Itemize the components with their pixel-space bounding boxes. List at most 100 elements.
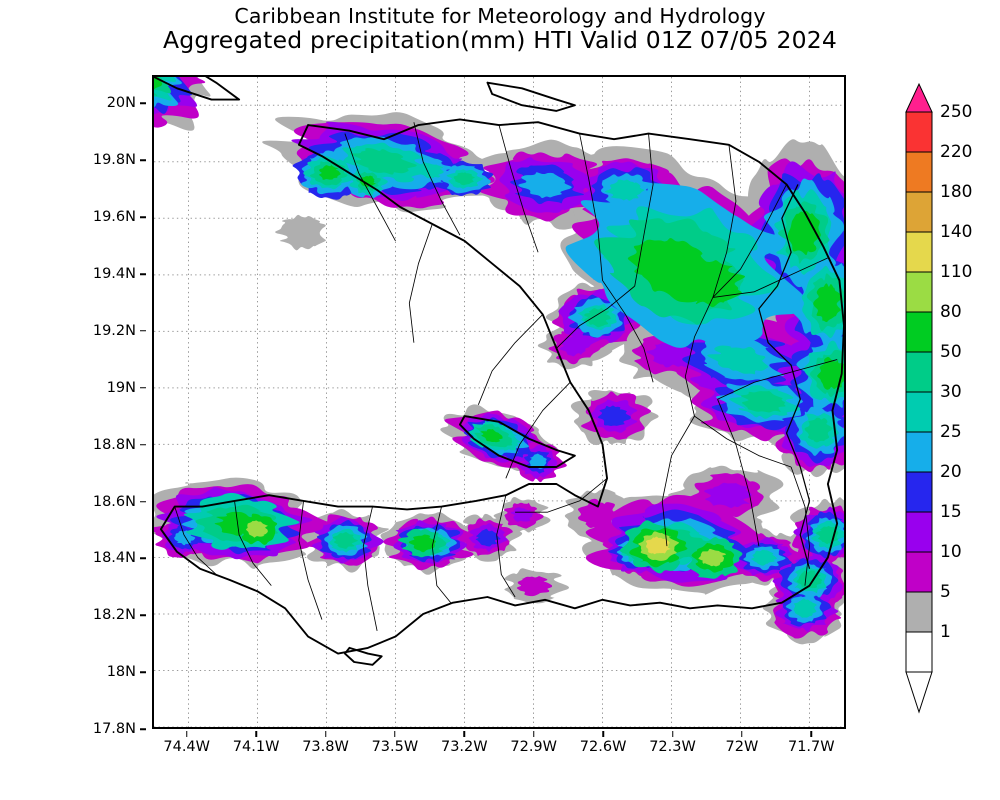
- admin-boundary: [174, 506, 217, 575]
- y-axis-tick-label: 19.4N: [92, 266, 136, 283]
- x-axis-tick-mark: [810, 731, 813, 737]
- admin-boundary: [362, 506, 378, 631]
- x-axis-tick-mark: [324, 731, 327, 737]
- x-axis-tick-mark: [255, 731, 257, 737]
- colorbar-tick-label: 20: [940, 462, 962, 482]
- page-title: Aggregated precipitation(mm) HTI Valid 0…: [162, 25, 838, 54]
- precip-contour-band: [332, 532, 359, 549]
- y-axis-tick-label: 19.6N: [92, 209, 136, 226]
- colorbar-band: [905, 111, 933, 153]
- admin-boundary: [505, 381, 571, 479]
- colorbar-under-arrow: [905, 671, 933, 714]
- admin-boundary: [234, 500, 272, 586]
- precip-contour-band: [319, 164, 341, 180]
- x-axis-tick-label: 71.7W: [787, 739, 835, 755]
- colorbar-band: [905, 591, 933, 633]
- precip-contour-band: [793, 598, 817, 618]
- y-axis-tick-mark: [140, 443, 146, 446]
- admin-boundary: [408, 223, 433, 343]
- precip-contour-band: [787, 210, 821, 256]
- y-axis-tick-label: 18.8N: [92, 436, 136, 453]
- x-axis-tick-label: 73.8W: [302, 739, 349, 755]
- chart-subtitle: Caribbean Institute for Meteorology and …: [234, 4, 766, 28]
- precip-contour-band: [510, 507, 534, 522]
- x-axis-longitude: 74.4W 74.1W 73.8W 73.5W 73.2W 72.9W 72.6W 72.3W…: [152, 731, 846, 761]
- admin-boundary: [634, 133, 654, 287]
- y-axis-latitude: 20N 19.8N 19.6N 19.4N 19.2N 19N 18.8N 18.6N 18.4…: [60, 75, 146, 737]
- precip-contour-band: [349, 147, 417, 175]
- precip-contour-band: [480, 428, 503, 443]
- admin-boundary: [298, 500, 323, 620]
- precip-contour-band: [645, 536, 671, 555]
- x-axis-tick-mark: [532, 731, 535, 737]
- y-axis-tick-label: 18.6N: [92, 493, 136, 510]
- colorbar-band: [905, 351, 933, 393]
- colorbar-band: [905, 311, 933, 353]
- precip-contour-band: [453, 172, 475, 186]
- admin-boundary: [556, 285, 635, 349]
- y-axis-tick-mark: [140, 159, 146, 162]
- admin-boundary: [684, 297, 714, 417]
- y-axis-tick-mark: [140, 614, 146, 616]
- precip-contour-band: [275, 214, 326, 251]
- y-axis-tick-mark: [140, 216, 146, 218]
- precip-contour-band: [740, 391, 786, 413]
- x-axis-tick-mark: [671, 731, 674, 737]
- colorbar-band: [905, 271, 933, 313]
- admin-boundary: [790, 466, 810, 586]
- colorbar-tick-label: 250: [940, 102, 973, 122]
- colorbar-band: [905, 631, 933, 673]
- y-axis-tick-mark: [140, 728, 146, 730]
- international-border: [758, 184, 811, 569]
- ile-a-vache-coastline: [343, 646, 383, 666]
- colorbar-band: [905, 231, 933, 273]
- y-axis-tick-label: 18.2N: [92, 607, 136, 624]
- y-axis-tick-mark: [140, 671, 146, 673]
- colorbar-tick-label: 5: [940, 582, 951, 602]
- precip-contour-band: [707, 345, 769, 375]
- x-axis-tick-label: 74.1W: [232, 739, 280, 755]
- y-axis-tick-label: 20N: [106, 95, 136, 112]
- colorbar-band: [905, 431, 933, 473]
- x-axis-tick-label: 72.9W: [510, 739, 557, 755]
- x-axis-tick-mark: [741, 731, 743, 737]
- colorbar-tick-label: 80: [940, 302, 962, 322]
- admin-boundary: [717, 359, 838, 400]
- cuba-coastline: [154, 77, 241, 101]
- admin-boundary: [712, 184, 787, 298]
- precipitation-map-svg: [154, 77, 844, 727]
- admin-boundary: [717, 399, 760, 547]
- x-axis-tick-label: 72.3W: [649, 739, 696, 755]
- y-axis-tick-label: 18N: [106, 664, 136, 681]
- colorbar-swatches: [905, 82, 933, 714]
- colorbar-tick-label: 110: [940, 262, 973, 282]
- gonave-island-coastline: [458, 415, 576, 468]
- precip-contour-band: [529, 453, 547, 469]
- y-axis-tick-mark: [140, 102, 146, 105]
- colorbar-tick-label: 30: [940, 382, 962, 402]
- precip-contour-band: [584, 307, 611, 328]
- colorbar-legend: 250 220 180 140 110 80 50 30 25 20 15 10 5 1: [896, 82, 1000, 732]
- colorbar-over-arrow: [905, 82, 933, 113]
- colorbar-tick-label: 25: [940, 422, 962, 442]
- colorbar-tick-label: 10: [940, 542, 962, 562]
- chart-title-block: Caribbean Institute for Meteorology and …: [0, 4, 1000, 54]
- admin-boundary: [515, 478, 608, 513]
- colorbar-tick-label: 15: [940, 502, 962, 522]
- precip-contour-band: [813, 283, 843, 323]
- y-axis-tick-label: 18.4N: [92, 550, 136, 567]
- y-axis-tick-label: 19.8N: [92, 152, 136, 169]
- y-axis-tick-mark: [140, 557, 146, 560]
- colorbar-band: [905, 551, 933, 593]
- precip-contour-band: [577, 498, 621, 529]
- precip-contour-band: [646, 341, 696, 368]
- x-axis-tick-label: 74.4W: [163, 739, 210, 755]
- precip-contour-band: [360, 175, 376, 188]
- colorbar-band: [905, 191, 933, 233]
- map-plot-area: [152, 75, 846, 729]
- y-axis-tick-mark: [140, 387, 146, 389]
- precip-contour-band: [817, 357, 844, 390]
- colorbar-tick-label: 1: [940, 622, 951, 642]
- precip-contour-band: [246, 520, 268, 538]
